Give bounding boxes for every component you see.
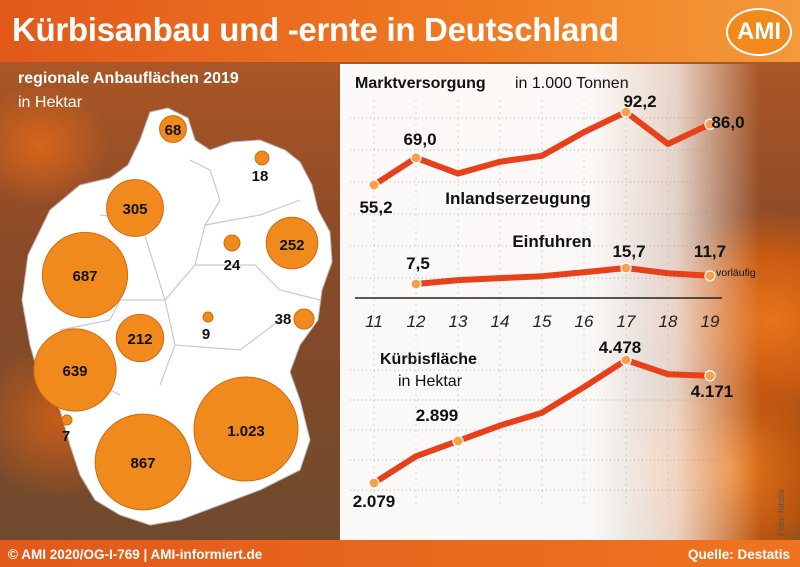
data-point xyxy=(368,179,380,191)
area-chart-unit: in Hektar xyxy=(398,373,463,390)
pumpkin-area-line xyxy=(371,357,713,486)
x-tick-label: 14 xyxy=(491,312,510,331)
region-label: 687 xyxy=(72,268,97,285)
region-label: 9 xyxy=(202,326,210,343)
region-bubble xyxy=(115,313,165,363)
footer-bar xyxy=(0,540,800,567)
x-tick-label: 13 xyxy=(449,312,468,331)
data-label: 2.079 xyxy=(353,492,396,511)
data-point xyxy=(620,106,632,118)
area-chart-title: Kürbisfläche xyxy=(380,351,477,368)
series-label-imports: Einfuhren xyxy=(512,232,591,251)
x-tick-label: 12 xyxy=(407,312,426,331)
data-label: 2.899 xyxy=(416,406,459,425)
series-label-inland: Inlandserzeugung xyxy=(445,189,590,208)
inland-production-line xyxy=(371,109,713,188)
data-label: 86,0 xyxy=(711,113,744,132)
source: Quelle: Destatis xyxy=(687,547,790,562)
data-point xyxy=(452,435,464,447)
data-point xyxy=(620,354,632,366)
data-label: 4.478 xyxy=(599,338,642,357)
copyright: © AMI 2020/OG-I-769 | AMI-informiert.de xyxy=(8,547,263,562)
region-label: 7 xyxy=(62,428,70,445)
header-bar xyxy=(0,0,800,62)
region-bubble xyxy=(202,311,214,323)
region-label: 212 xyxy=(127,331,152,348)
data-label: 11,7 xyxy=(694,242,726,261)
region-bubble xyxy=(254,150,270,166)
imports-line xyxy=(413,265,713,287)
region-label: 24 xyxy=(224,257,241,274)
region-bubble xyxy=(265,216,319,270)
data-point xyxy=(368,477,380,489)
map-subtitle: in Hektar xyxy=(18,94,83,111)
region-bubble xyxy=(41,231,129,319)
region-label: 305 xyxy=(122,201,147,218)
data-label: 55,2 xyxy=(359,198,392,217)
photo-credit: Foto: fotolia xyxy=(776,488,786,536)
region-bubble xyxy=(61,414,73,426)
x-tick-label: 16 xyxy=(575,312,594,331)
ami-logo: AMI xyxy=(726,8,792,56)
region-label: 867 xyxy=(130,455,155,472)
region-bubble xyxy=(159,115,187,143)
x-tick-label: 18 xyxy=(659,312,678,331)
map-title: regionale Anbauflächen 2019 xyxy=(18,70,239,87)
region-bubble xyxy=(193,376,299,482)
region-label: 639 xyxy=(62,363,87,380)
data-label: 15,7 xyxy=(612,242,645,261)
x-tick-label: 19 xyxy=(701,312,720,331)
data-point xyxy=(410,278,422,290)
data-point xyxy=(704,270,716,282)
market-chart-unit: in 1.000 Tonnen xyxy=(515,75,629,92)
region-bubble xyxy=(106,179,164,237)
market-chart-title: Marktversorgung xyxy=(355,75,486,92)
region-bubble xyxy=(33,328,117,412)
x-tick-label: 15 xyxy=(533,312,552,331)
region-bubble xyxy=(293,308,315,330)
region-label: 1.023 xyxy=(227,423,265,440)
region-label: 252 xyxy=(279,237,304,254)
region-bubble xyxy=(94,413,192,511)
data-label: 4.171 xyxy=(691,382,734,401)
x-tick-label: 17 xyxy=(617,312,636,331)
data-point xyxy=(704,118,716,130)
region-label: 68 xyxy=(165,122,182,139)
region-bubble xyxy=(223,234,241,252)
data-label: 69,0 xyxy=(403,130,436,149)
provisional-note: vorläufig xyxy=(716,267,756,279)
data-point xyxy=(410,152,422,164)
region-label: 38 xyxy=(275,311,292,328)
data-point xyxy=(620,262,632,274)
region-label: 18 xyxy=(252,168,269,185)
data-point xyxy=(704,370,716,382)
page-title: Kürbisanbau und -ernte in Deutschland xyxy=(12,11,619,48)
data-label: 92,2 xyxy=(623,92,656,111)
data-label: 7,5 xyxy=(406,254,430,273)
x-tick-label: 11 xyxy=(365,312,383,331)
